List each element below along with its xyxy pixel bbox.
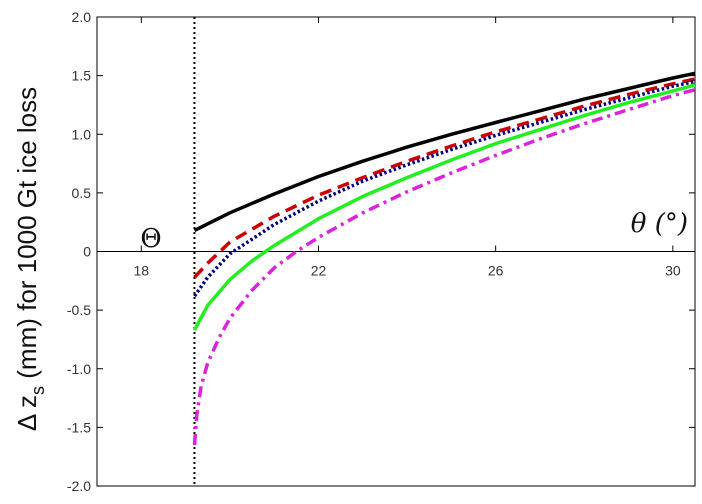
- x-tick-label: 22: [311, 263, 327, 279]
- x-tick-label: 30: [665, 263, 681, 279]
- series-layer: [192, 71, 696, 446]
- x-tick-label: 18: [134, 263, 150, 279]
- y-tick-label: -2.0: [67, 478, 91, 494]
- y-tick-label: 0.5: [72, 185, 92, 201]
- series-line-1: [193, 71, 696, 232]
- series-line-4: [192, 83, 696, 331]
- y-tick-label: -0.5: [67, 302, 91, 318]
- vline-label: Θ: [140, 224, 161, 254]
- y-tick-label: 0: [83, 244, 91, 260]
- y-tick-label: -1.5: [67, 419, 91, 435]
- x-axis-label: θ (°): [631, 209, 688, 239]
- plot-area: [96, 16, 696, 487]
- tick-layer: 18 22 26 30 2.0 1.5 1.0 0.5 0 -0.5 -1.0 -1.5 -2.0: [67, 9, 695, 494]
- y-axis-label-main: Δ z: [12, 395, 42, 431]
- y-tick-label: 1.0: [72, 126, 92, 142]
- y-tick-label: -1.0: [67, 361, 91, 377]
- y-axis-label-subscript: s: [28, 386, 48, 395]
- y-axis-label-rest: (mm) for 1000 Gt ice loss: [12, 87, 42, 386]
- y-tick-label: 1.5: [72, 68, 92, 84]
- series-line-2: [193, 77, 696, 279]
- x-tick-label: 26: [488, 263, 504, 279]
- y-axis-label: Δ zs (mm) for 1000 Gt ice loss: [12, 87, 48, 431]
- y-tick-label: 2.0: [72, 9, 92, 25]
